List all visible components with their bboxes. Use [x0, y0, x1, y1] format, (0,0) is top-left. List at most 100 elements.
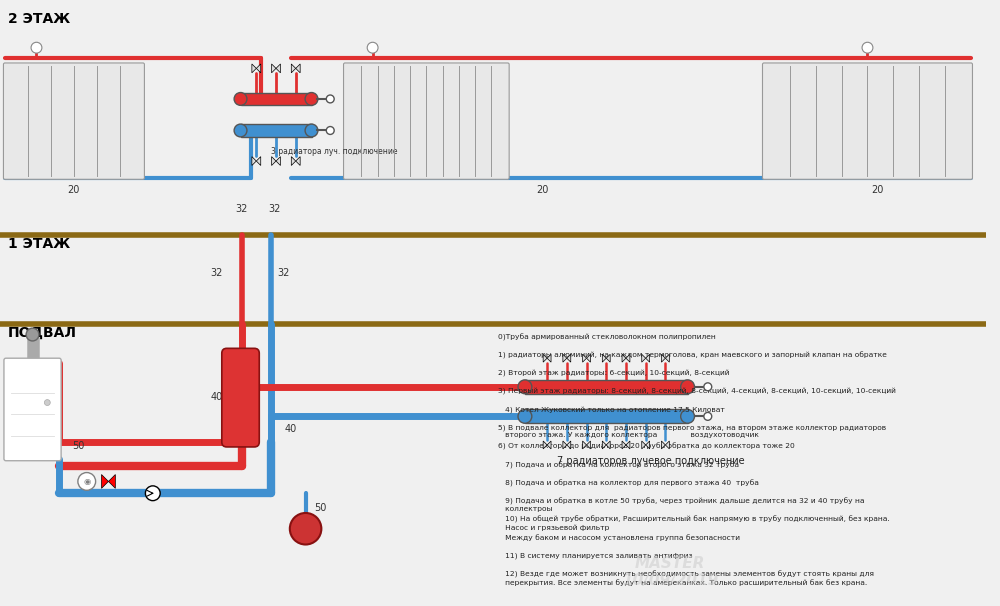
Polygon shape [602, 355, 606, 362]
Circle shape [518, 410, 532, 423]
Polygon shape [102, 474, 108, 488]
Text: 0)Труба армированный стекловолокном полипропилен: 0)Труба армированный стекловолокном поли… [498, 333, 716, 341]
FancyBboxPatch shape [762, 63, 972, 179]
Text: 5) В подвале коллектор для  радиаторов первого этажа, на втором этаже коллектор : 5) В подвале коллектор для радиаторов пе… [498, 425, 886, 438]
Text: 32: 32 [211, 268, 223, 278]
Text: 1) радиаторы алюминий, на каждом термоголова, кран маевского и запорный клапан н: 1) радиаторы алюминий, на каждом термого… [498, 352, 887, 359]
Polygon shape [567, 441, 571, 449]
Polygon shape [606, 355, 610, 362]
Polygon shape [291, 156, 296, 165]
FancyBboxPatch shape [3, 63, 144, 179]
Text: 50: 50 [314, 503, 327, 513]
Circle shape [78, 473, 96, 490]
FancyBboxPatch shape [222, 348, 259, 447]
Polygon shape [646, 355, 650, 362]
Polygon shape [661, 355, 665, 362]
Polygon shape [622, 355, 626, 362]
Text: 8) Подача и обратка на коллектор для первого этажа 40  труба: 8) Подача и обратка на коллектор для пер… [498, 479, 759, 487]
Text: 7) Подача и обратка на коллектор второго этажа 32 труба: 7) Подача и обратка на коллектор второго… [498, 461, 739, 468]
Polygon shape [567, 355, 571, 362]
Circle shape [367, 42, 378, 53]
Polygon shape [587, 355, 590, 362]
Text: MASTER
10/09/2019: MASTER 10/09/2019 [622, 556, 718, 588]
FancyBboxPatch shape [344, 63, 509, 179]
Text: 9) Подача и обратка в котле 50 труба, через тройник дальше делится на 32 и 40 тр: 9) Подача и обратка в котле 50 труба, че… [498, 498, 864, 512]
Text: 11) В систему планируется заливать антифриз: 11) В систему планируется заливать антиф… [498, 553, 692, 559]
Text: 40: 40 [285, 424, 297, 434]
Polygon shape [296, 64, 300, 73]
Polygon shape [525, 410, 688, 423]
Text: 3) Первый этаж радиаторы: 8-секций, 8-секций, 8-секций, 4-секций, 8-секций, 10-с: 3) Первый этаж радиаторы: 8-секций, 8-се… [498, 388, 896, 395]
Polygon shape [547, 355, 551, 362]
Polygon shape [291, 64, 296, 73]
Text: Между баком и насосом установлена группа безопасности: Между баком и насосом установлена группа… [498, 534, 740, 541]
Polygon shape [543, 441, 547, 449]
Polygon shape [108, 474, 115, 488]
Polygon shape [547, 441, 551, 449]
Text: 50: 50 [73, 441, 85, 451]
Text: 6) От коллектора до радиаторов 20 труба обратка до коллектора тоже 20: 6) От коллектора до радиаторов 20 труба … [498, 443, 795, 450]
Polygon shape [276, 64, 280, 73]
Circle shape [145, 486, 160, 501]
Circle shape [234, 93, 247, 105]
Polygon shape [276, 156, 280, 165]
Text: 3 радиатора луч. подключение: 3 радиатора луч. подключение [271, 147, 398, 156]
Circle shape [305, 124, 318, 137]
Circle shape [31, 42, 42, 53]
Polygon shape [256, 64, 261, 73]
Text: 20: 20 [68, 185, 80, 195]
Polygon shape [583, 355, 587, 362]
Polygon shape [525, 380, 688, 394]
Polygon shape [543, 355, 547, 362]
Text: 20: 20 [536, 185, 548, 195]
Circle shape [518, 380, 532, 394]
Polygon shape [665, 441, 669, 449]
Circle shape [681, 380, 694, 394]
Polygon shape [646, 441, 650, 449]
Polygon shape [241, 93, 312, 105]
Text: ПОДВАЛ: ПОДВАЛ [8, 325, 77, 340]
Circle shape [704, 383, 712, 391]
Polygon shape [583, 441, 587, 449]
Polygon shape [622, 441, 626, 449]
Polygon shape [252, 64, 256, 73]
Polygon shape [626, 355, 630, 362]
Circle shape [305, 93, 318, 105]
Text: 4) Котел Жуковский только на отопление 17.5 Киловат: 4) Котел Жуковский только на отопление 1… [498, 407, 725, 413]
Polygon shape [296, 156, 300, 165]
Text: ◉: ◉ [83, 477, 90, 486]
Circle shape [44, 399, 50, 405]
Circle shape [326, 95, 334, 103]
Circle shape [290, 513, 321, 545]
Polygon shape [602, 441, 606, 449]
Circle shape [326, 127, 334, 135]
Polygon shape [252, 156, 256, 165]
Polygon shape [563, 441, 567, 449]
Circle shape [704, 413, 712, 421]
Circle shape [26, 328, 39, 341]
Polygon shape [272, 64, 276, 73]
Polygon shape [642, 355, 646, 362]
Polygon shape [661, 441, 665, 449]
Text: 20: 20 [871, 185, 884, 195]
Text: 2 ЭТАЖ: 2 ЭТАЖ [8, 12, 70, 26]
Text: 40: 40 [211, 391, 223, 402]
Circle shape [234, 124, 247, 137]
Circle shape [681, 410, 694, 423]
Text: 7 радиаторов лучевое подключение: 7 радиаторов лучевое подключение [557, 456, 745, 465]
Text: 1 ЭТАЖ: 1 ЭТАЖ [8, 237, 70, 251]
Polygon shape [626, 441, 630, 449]
Text: 12) Везде где может возникнуть необходимость замены элементов будут стоять краны: 12) Везде где может возникнуть необходим… [498, 571, 874, 586]
Polygon shape [606, 441, 610, 449]
Polygon shape [256, 156, 261, 165]
FancyBboxPatch shape [4, 358, 61, 461]
Text: 32: 32 [278, 268, 290, 278]
Text: 2) Второй этаж радиаторы: 6-секций, 10-секций, 8-секций: 2) Второй этаж радиаторы: 6-секций, 10-с… [498, 370, 729, 377]
Polygon shape [642, 441, 646, 449]
Text: 10) На общей трубе обратки, Расширительный бак напрямую в трубу подключенный, бе: 10) На общей трубе обратки, Расширительн… [498, 516, 890, 531]
Polygon shape [241, 124, 312, 137]
Polygon shape [587, 441, 590, 449]
Polygon shape [563, 355, 567, 362]
Text: 32: 32 [235, 204, 248, 215]
Polygon shape [272, 156, 276, 165]
